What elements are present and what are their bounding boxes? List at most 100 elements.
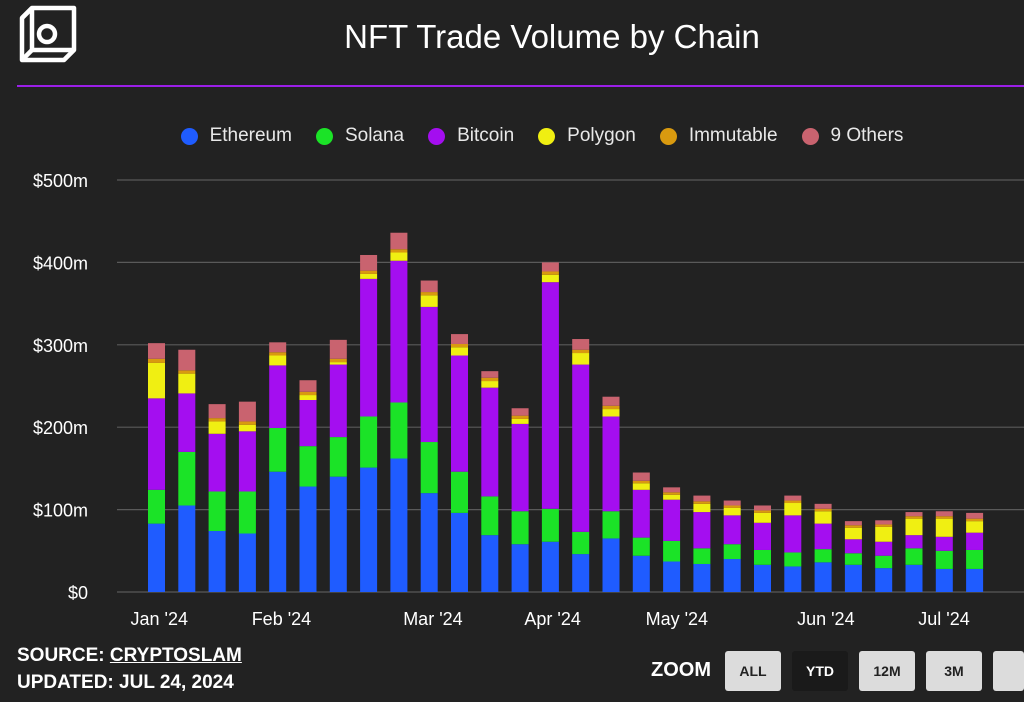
bar-segment-polygon[interactable] (178, 373, 196, 394)
bar-segment-9-others[interactable] (905, 512, 923, 517)
zoom-all-button[interactable]: ALL (725, 651, 781, 691)
bar-segment-9-others[interactable] (663, 487, 681, 493)
bar-segment-bitcoin[interactable] (754, 522, 771, 550)
bar-segment-ethereum[interactable] (723, 559, 741, 592)
bar-segment-solana[interactable] (693, 548, 711, 564)
bar-segment-9-others[interactable] (844, 521, 862, 526)
bar-segment-polygon[interactable] (451, 347, 468, 356)
bar-segment-ethereum[interactable] (360, 467, 378, 592)
bar-segment-immutable[interactable] (632, 480, 650, 484)
bar-segment-9-others[interactable] (420, 280, 438, 293)
bar-segment-polygon[interactable] (663, 494, 681, 500)
bar-segment-polygon[interactable] (693, 503, 711, 513)
bar-segment-polygon[interactable] (208, 421, 226, 434)
bar-segment-ethereum[interactable] (299, 486, 317, 592)
bar-segment-bitcoin[interactable] (663, 499, 681, 541)
bar-segment-immutable[interactable] (420, 292, 438, 296)
bar-segment-polygon[interactable] (511, 418, 529, 424)
bar-segment-bitcoin[interactable] (632, 489, 650, 538)
bar-segment-bitcoin[interactable] (784, 515, 802, 553)
legend-item-others[interactable]: 9 Others (801, 125, 903, 147)
bar-segment-solana[interactable] (814, 549, 832, 563)
bar-segment-9-others[interactable] (935, 511, 953, 517)
bar-segment-solana[interactable] (784, 552, 802, 567)
bar-segment-immutable[interactable] (814, 508, 832, 512)
bar-segment-9-others[interactable] (966, 512, 984, 519)
bar-segment-bitcoin[interactable] (723, 515, 741, 545)
bar-segment-solana[interactable] (481, 496, 499, 536)
bar-segment-ethereum[interactable] (541, 541, 559, 592)
bar-segment-immutable[interactable] (299, 391, 317, 396)
bar-segment-9-others[interactable] (329, 339, 347, 359)
bar-segment-bitcoin[interactable] (541, 282, 559, 509)
bar-segment-bitcoin[interactable] (875, 541, 893, 556)
bar-segment-9-others[interactable] (178, 349, 196, 371)
bar-segment-bitcoin[interactable] (420, 306, 438, 443)
bar-segment-immutable[interactable] (178, 370, 196, 374)
bar-segment-solana[interactable] (541, 508, 559, 542)
bar-segment-ethereum[interactable] (238, 533, 256, 592)
legend-item-immutable[interactable]: Immutable (659, 125, 778, 147)
bar-segment-bitcoin[interactable] (602, 416, 620, 512)
bar-segment-polygon[interactable] (390, 252, 408, 261)
bar-segment-polygon[interactable] (299, 395, 317, 401)
bar-segment-immutable[interactable] (966, 518, 984, 522)
zoom-3m-button[interactable]: 3M (926, 651, 982, 691)
bar-segment-ethereum[interactable] (602, 538, 620, 592)
bar-segment-solana[interactable] (663, 540, 681, 562)
zoom-more-button[interactable] (993, 651, 1024, 691)
bar-segment-bitcoin[interactable] (511, 423, 529, 512)
bar-segment-immutable[interactable] (572, 349, 590, 354)
bar-segment-immutable[interactable] (148, 358, 165, 363)
bar-segment-9-others[interactable] (481, 371, 499, 378)
bar-segment-polygon[interactable] (632, 483, 650, 490)
bar-segment-bitcoin[interactable] (814, 523, 832, 550)
bar-segment-bitcoin[interactable] (481, 387, 499, 497)
bar-segment-solana[interactable] (390, 402, 408, 459)
bar-segment-ethereum[interactable] (632, 555, 650, 592)
bar-segment-ethereum[interactable] (814, 562, 832, 592)
bar-segment-solana[interactable] (299, 446, 317, 487)
bar-segment-solana[interactable] (269, 428, 287, 472)
bar-segment-9-others[interactable] (238, 401, 256, 422)
bar-segment-bitcoin[interactable] (208, 433, 226, 492)
bar-segment-polygon[interactable] (420, 295, 438, 307)
bar-segment-ethereum[interactable] (966, 568, 984, 592)
bar-segment-immutable[interactable] (329, 358, 347, 363)
bar-segment-ethereum[interactable] (451, 512, 468, 592)
bar-segment-immutable[interactable] (784, 500, 802, 504)
bar-segment-solana[interactable] (178, 451, 196, 506)
bar-segment-solana[interactable] (723, 544, 741, 560)
bar-segment-immutable[interactable] (238, 421, 256, 425)
bar-segment-solana[interactable] (844, 553, 862, 565)
bar-segment-9-others[interactable] (693, 495, 711, 502)
bar-segment-bitcoin[interactable] (935, 536, 953, 551)
bar-segment-ethereum[interactable] (148, 523, 165, 592)
zoom-12m-button[interactable]: 12M (859, 651, 915, 691)
bar-segment-immutable[interactable] (905, 516, 923, 519)
legend-item-solana[interactable]: Solana (315, 125, 404, 147)
bar-segment-ethereum[interactable] (935, 568, 953, 592)
bar-segment-bitcoin[interactable] (148, 398, 165, 490)
bar-segment-9-others[interactable] (541, 262, 559, 272)
bar-segment-bitcoin[interactable] (329, 364, 347, 438)
bar-segment-immutable[interactable] (451, 343, 468, 348)
bar-segment-immutable[interactable] (269, 352, 287, 356)
bar-segment-bitcoin[interactable] (178, 393, 196, 452)
bar-segment-immutable[interactable] (511, 415, 529, 419)
bar-segment-ethereum[interactable] (572, 554, 590, 592)
bar-segment-ethereum[interactable] (875, 568, 893, 592)
bar-segment-solana[interactable] (451, 471, 468, 513)
bar-segment-solana[interactable] (360, 416, 378, 468)
bar-segment-immutable[interactable] (663, 492, 681, 495)
bar-segment-bitcoin[interactable] (966, 532, 984, 550)
bar-segment-bitcoin[interactable] (905, 535, 923, 549)
bar-segment-solana[interactable] (511, 511, 529, 545)
bar-segment-immutable[interactable] (844, 525, 862, 528)
bar-segment-ethereum[interactable] (693, 563, 711, 592)
bar-segment-bitcoin[interactable] (572, 364, 590, 532)
bar-segment-bitcoin[interactable] (299, 400, 317, 447)
bar-segment-solana[interactable] (632, 537, 650, 556)
bar-segment-immutable[interactable] (360, 270, 378, 274)
bar-segment-9-others[interactable] (208, 404, 226, 419)
